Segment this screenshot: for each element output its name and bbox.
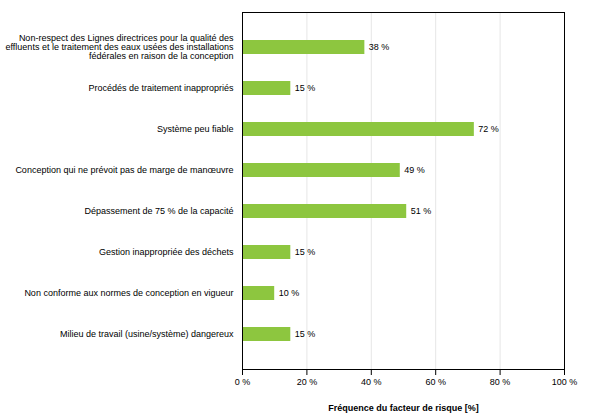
svg-text:72 %: 72 %	[478, 124, 499, 134]
svg-text:Conception qui ne prévoit pas: Conception qui ne prévoit pas de marge d…	[15, 165, 233, 175]
svg-text:Milieu de travail (usine/systè: Milieu de travail (usine/système) danger…	[60, 329, 234, 339]
svg-text:Procédés de traitement inappro: Procédés de traitement inappropriés	[88, 83, 234, 93]
svg-text:Fréquence du facteur de risque: Fréquence du facteur de risque [%]	[328, 403, 479, 413]
svg-text:0 %: 0 %	[235, 377, 251, 387]
svg-text:Gestion inappropriée des déche: Gestion inappropriée des déchets	[99, 247, 234, 257]
svg-text:Dépassement de 75 % de la capa: Dépassement de 75 % de la capacité	[84, 206, 233, 216]
svg-text:Non conforme aux normes de con: Non conforme aux normes de conception en…	[24, 288, 233, 298]
svg-text:60 %: 60 %	[425, 377, 446, 387]
svg-text:40 %: 40 %	[361, 377, 382, 387]
svg-text:15 %: 15 %	[295, 83, 316, 93]
svg-text:Non-respect des Lignes directr: Non-respect des Lignes directrices pour …	[6, 33, 234, 61]
svg-text:51 %: 51 %	[411, 206, 432, 216]
svg-text:38 %: 38 %	[369, 42, 390, 52]
svg-text:20 %: 20 %	[297, 377, 318, 387]
svg-text:Système peu fiable: Système peu fiable	[157, 124, 234, 134]
svg-text:80 %: 80 %	[490, 377, 511, 387]
svg-text:15 %: 15 %	[295, 247, 316, 257]
svg-text:15 %: 15 %	[295, 329, 316, 339]
svg-text:10 %: 10 %	[279, 288, 300, 298]
svg-text:49 %: 49 %	[404, 165, 425, 175]
svg-text:100 %: 100 %	[552, 377, 578, 387]
